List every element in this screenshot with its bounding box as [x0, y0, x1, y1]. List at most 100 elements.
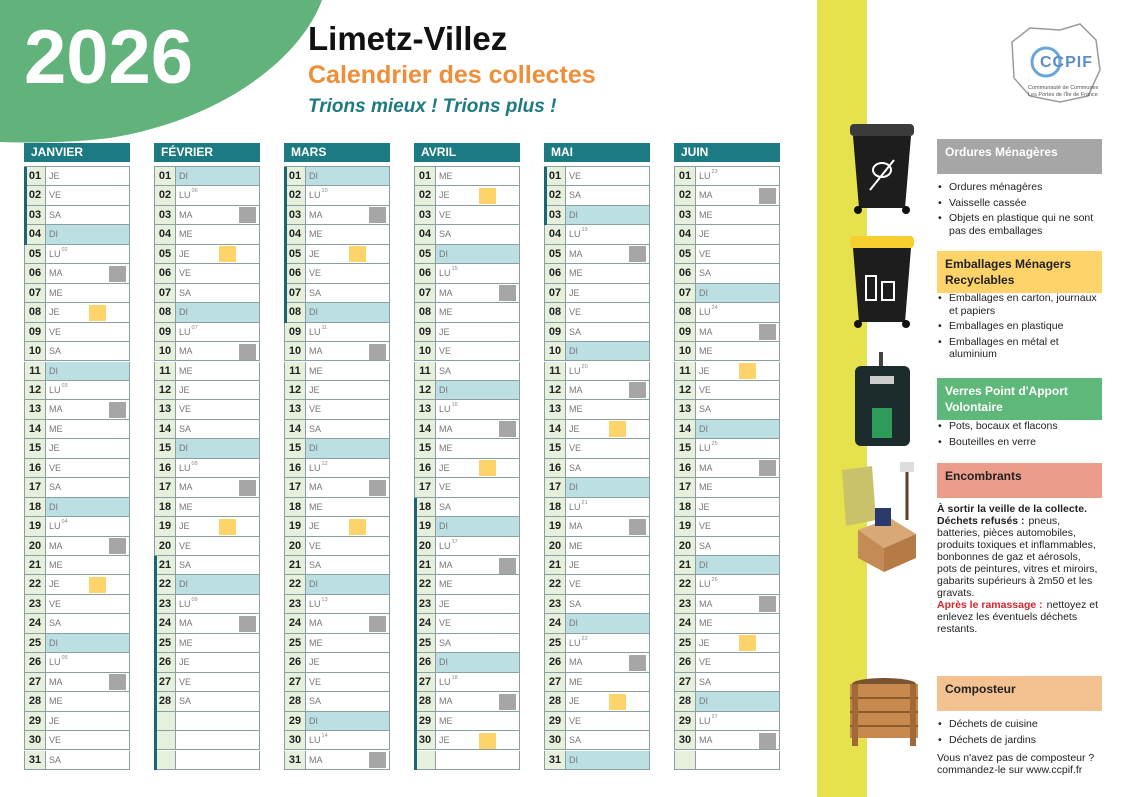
day-row: 11 ME [284, 361, 390, 381]
day-weekday: DI [569, 206, 578, 225]
day-number: 02 [678, 189, 692, 202]
weekday-text: VE [309, 540, 322, 551]
weekday-text: JE [699, 229, 710, 240]
grey-bin-icon [850, 124, 914, 214]
day-number: 05 [678, 247, 692, 260]
day-row: 17 SA [24, 478, 130, 498]
day-number-cell: 11 [155, 361, 176, 380]
day-weekday: DI [179, 303, 188, 322]
day-number-cell: 08 [675, 303, 696, 322]
school-holiday-bar [24, 167, 27, 245]
day-weekday: SA [49, 342, 61, 361]
weekday-text: LU [309, 598, 321, 609]
day-weekday: ME [699, 614, 713, 633]
day-weekday: JE [179, 381, 190, 400]
weekday-text: DI [49, 501, 58, 512]
day-number: 31 [288, 753, 302, 766]
weekday-text: ME [569, 676, 583, 687]
day-number: 06 [28, 267, 42, 280]
weekday-text: ME [569, 404, 583, 415]
day-number-cell: 11 [285, 361, 306, 380]
day-number: 16 [288, 461, 302, 474]
day-row: 18 SA [414, 497, 520, 518]
day-weekday: ME [309, 634, 323, 653]
weekday-text: DI [309, 307, 318, 318]
day-number-cell: 22 [545, 575, 566, 594]
day-row: 15 DI [284, 439, 390, 459]
day-weekday: SA [179, 692, 191, 711]
day-weekday: MA [309, 614, 323, 633]
day-row: 03 DI [544, 205, 650, 226]
day-number-cell: 09 [415, 322, 436, 342]
weekday-text: VE [569, 443, 582, 454]
day-number-cell: 15 [155, 439, 176, 458]
day-weekday: LU14 [309, 731, 328, 750]
day-row: 19 JE [284, 517, 390, 537]
weekday-text: JE [439, 462, 450, 473]
day-weekday: MA [569, 245, 583, 264]
weekday-text: VE [439, 482, 452, 493]
day-number-cell: 19 [25, 517, 46, 536]
day-number-cell [155, 731, 176, 750]
day-row: 22 LU26 [674, 575, 780, 595]
yellow-bin-marker [219, 246, 236, 263]
day-row: 10 SA [24, 342, 130, 362]
grey-bin-marker [759, 324, 776, 341]
day-number: 19 [28, 520, 42, 533]
day-number-cell: 11 [675, 361, 696, 380]
day-row: 21 SA [284, 556, 390, 576]
weekday-text: DI [569, 618, 578, 629]
month-header: MAI [544, 143, 650, 162]
day-row: 28 DI [674, 692, 780, 712]
day-row: 18 DI [24, 497, 130, 518]
weekday-text: MA [309, 209, 323, 220]
day-number: 03 [418, 208, 432, 221]
day-number-cell: 01 [675, 167, 696, 186]
day-row: 30 LU14 [284, 731, 390, 751]
day-number: 23 [678, 597, 692, 610]
logo-caption: Communauté de Communes Les Portes de l'Î… [1028, 85, 1099, 98]
day-number: 19 [678, 520, 692, 533]
day-row: 09 MA [674, 322, 780, 343]
day-row [154, 750, 260, 770]
day-number-cell: 01 [285, 167, 306, 186]
school-holiday-bar [414, 497, 417, 770]
week-number: 18 [451, 674, 458, 681]
day-weekday: LU08 [179, 459, 198, 478]
weekday-text: LU [179, 462, 191, 473]
day-number-cell: 17 [25, 478, 46, 497]
grey-bin-marker [239, 615, 256, 632]
weekday-text: JE [309, 657, 320, 668]
day-row: 31 DI [544, 750, 650, 770]
day-number: 13 [288, 403, 302, 416]
weekday-text: SA [179, 423, 192, 434]
day-weekday: MA [439, 284, 453, 303]
day-number-cell: 23 [155, 594, 176, 614]
yellow-bin-marker [89, 576, 106, 593]
day-number: 04 [548, 228, 562, 241]
weekday-text: SA [569, 326, 582, 337]
weekday-text: DI [309, 579, 318, 590]
day-row: 07 ME [24, 283, 130, 304]
day-row: 08 ME [414, 303, 520, 323]
day-number-cell [415, 750, 436, 769]
day-number: 29 [678, 714, 692, 727]
day-number-cell: 08 [545, 303, 566, 322]
title: Limetz-Villez [308, 20, 508, 57]
week-number: 23 [711, 169, 718, 175]
day-weekday: LU27 [699, 712, 718, 731]
day-number: 02 [288, 189, 302, 202]
day-weekday: LU20 [569, 362, 588, 381]
day-number-cell: 01 [545, 167, 566, 186]
day-weekday: VE [49, 323, 61, 342]
day-row: 19 MA [544, 517, 650, 537]
day-number-cell: 28 [415, 692, 436, 711]
weekday-text: JE [569, 287, 580, 298]
day-number: 17 [678, 481, 692, 494]
day-weekday: DI [439, 653, 448, 672]
weekday-text: LU [179, 598, 191, 609]
day-number: 15 [158, 442, 172, 455]
day-weekday: LU07 [179, 323, 198, 342]
day-number-cell: 25 [545, 633, 566, 653]
weekday-text: MA [699, 326, 713, 337]
